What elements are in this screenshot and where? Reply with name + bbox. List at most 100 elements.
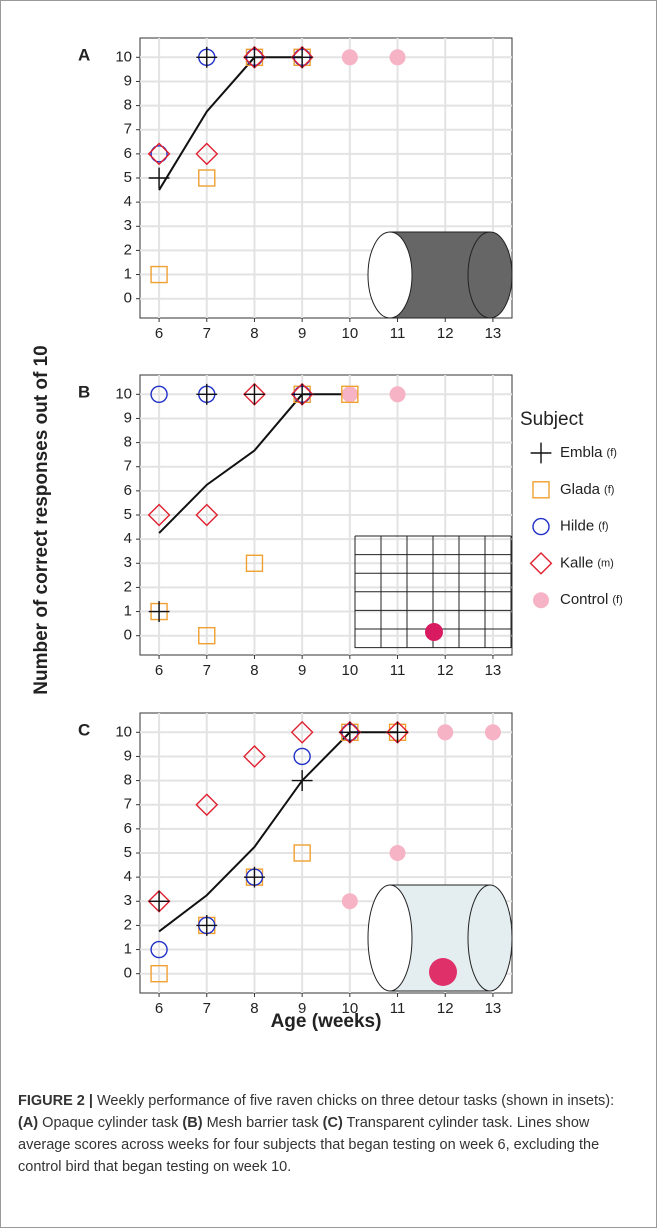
y-tick-label: 3 xyxy=(124,554,132,571)
panel-label: A xyxy=(78,45,90,64)
x-tick-label: 9 xyxy=(298,325,306,342)
marker xyxy=(390,49,406,65)
y-tick-label: 8 xyxy=(124,97,132,114)
x-tick-label: 12 xyxy=(437,662,454,679)
legend-sex: (f) xyxy=(604,484,614,496)
panel-label: C xyxy=(78,720,90,739)
x-tick-label: 13 xyxy=(485,325,502,342)
inset-ball xyxy=(429,958,457,986)
x-tick-label: 13 xyxy=(485,1000,502,1017)
y-axis-title: Number of correct responses out of 10 xyxy=(31,345,52,694)
marker xyxy=(342,893,358,909)
x-tick-label: 9 xyxy=(298,662,306,679)
marker xyxy=(533,519,549,535)
inset-ball xyxy=(425,623,443,641)
y-tick-label: 0 xyxy=(124,965,132,982)
x-tick-label: 11 xyxy=(390,1000,406,1017)
legend-sex: (f) xyxy=(598,521,608,533)
legend-sex: (f) xyxy=(607,447,617,459)
marker xyxy=(533,592,549,608)
y-tick-label: 0 xyxy=(124,290,132,307)
y-tick-label: 6 xyxy=(124,820,132,837)
x-tick-label: 8 xyxy=(250,1000,258,1017)
y-tick-label: 2 xyxy=(124,916,132,933)
y-tick-label: 4 xyxy=(124,530,132,547)
y-tick-label: 10 xyxy=(115,385,132,402)
legend-name: Glada xyxy=(560,481,601,498)
x-tick-label: 13 xyxy=(485,662,502,679)
caption: FIGURE 2 | Weekly performance of five ra… xyxy=(18,1090,633,1178)
y-tick-label: 4 xyxy=(124,868,132,885)
x-axis-title: Age (weeks) xyxy=(271,1011,382,1032)
inset-end xyxy=(368,232,412,318)
inset-end xyxy=(468,885,512,991)
inset-end xyxy=(468,232,512,318)
x-tick-label: 6 xyxy=(155,1000,163,1017)
x-tick-label: 7 xyxy=(203,1000,211,1017)
marker xyxy=(390,386,406,402)
y-tick-label: 10 xyxy=(115,48,132,65)
marker xyxy=(531,553,552,574)
y-tick-label: 7 xyxy=(124,121,132,138)
x-tick-label: 12 xyxy=(437,1000,454,1017)
x-tick-label: 6 xyxy=(155,325,163,342)
x-tick-label: 6 xyxy=(155,662,163,679)
caption-text: Mesh barrier task xyxy=(203,1115,323,1131)
marker xyxy=(342,386,358,402)
x-tick-label: 12 xyxy=(437,325,454,342)
panel-label: B xyxy=(78,382,90,401)
legend-name: Control xyxy=(560,591,608,608)
inset-end xyxy=(368,885,412,991)
y-tick-label: 5 xyxy=(124,844,132,861)
y-tick-label: 2 xyxy=(124,578,132,595)
x-tick-label: 7 xyxy=(203,325,211,342)
legend-name: Embla xyxy=(560,444,603,461)
marker xyxy=(485,724,501,740)
y-tick-label: 9 xyxy=(124,747,132,764)
y-tick-label: 8 xyxy=(124,434,132,451)
legend-name: Kalle xyxy=(560,554,593,571)
caption-text: (B) xyxy=(182,1115,202,1131)
x-tick-label: 7 xyxy=(203,662,211,679)
x-tick-label: 10 xyxy=(342,325,359,342)
caption-text: Weekly performance of five raven chicks … xyxy=(93,1093,614,1109)
y-tick-label: 2 xyxy=(124,241,132,258)
caption-text: (A) xyxy=(18,1115,38,1131)
x-tick-label: 11 xyxy=(390,662,406,679)
x-tick-label: 9 xyxy=(298,1000,306,1017)
y-tick-label: 10 xyxy=(115,723,132,740)
figure: Number of correct responses out of 10 Ag… xyxy=(0,0,657,1228)
y-tick-label: 6 xyxy=(124,482,132,499)
y-tick-label: 1 xyxy=(124,266,132,283)
marker xyxy=(531,443,552,464)
marker xyxy=(437,724,453,740)
marker xyxy=(342,49,358,65)
marker xyxy=(533,482,549,498)
legend-title: Subject xyxy=(520,409,584,430)
marker xyxy=(390,845,406,861)
y-tick-label: 7 xyxy=(124,796,132,813)
y-tick-label: 9 xyxy=(124,72,132,89)
x-tick-label: 10 xyxy=(342,1000,359,1017)
x-tick-label: 8 xyxy=(250,662,258,679)
y-tick-label: 7 xyxy=(124,458,132,475)
legend-entry: Hilde (f) xyxy=(560,518,609,535)
legend-name: Hilde xyxy=(560,518,594,535)
legend-entry: Embla (f) xyxy=(560,444,617,461)
caption-text: (C) xyxy=(323,1115,343,1131)
x-tick-label: 11 xyxy=(390,325,406,342)
caption-label: FIGURE 2 | xyxy=(18,1093,93,1109)
y-tick-label: 8 xyxy=(124,772,132,789)
y-tick-label: 3 xyxy=(124,217,132,234)
x-tick-label: 10 xyxy=(342,662,359,679)
legend-sex: (m) xyxy=(597,557,614,569)
y-tick-label: 5 xyxy=(124,169,132,186)
y-tick-label: 4 xyxy=(124,193,132,210)
legend-entry: Control (f) xyxy=(560,591,623,608)
x-tick-label: 8 xyxy=(250,325,258,342)
y-tick-label: 5 xyxy=(124,506,132,523)
legend-sex: (f) xyxy=(612,594,622,606)
caption-text: Opaque cylinder task xyxy=(38,1115,182,1131)
y-tick-label: 0 xyxy=(124,627,132,644)
y-tick-label: 9 xyxy=(124,409,132,426)
